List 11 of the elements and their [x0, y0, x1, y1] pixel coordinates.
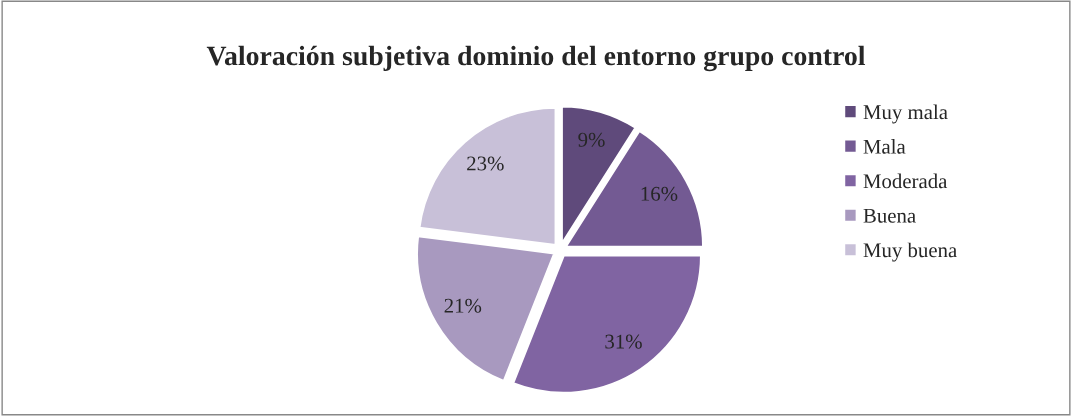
data-label: 31%	[605, 334, 642, 349]
legend-label: Moderada	[863, 173, 948, 189]
legend-label: Muy buena	[863, 242, 957, 262]
data-label: 9%	[578, 132, 605, 147]
legend-label: Mala	[863, 139, 906, 154]
legend-label: Buena	[863, 208, 916, 223]
data-label: 16%	[641, 186, 678, 201]
legend-label: Muy mala	[863, 104, 948, 124]
data-label: 21%	[444, 298, 482, 313]
data-label: 23%	[467, 156, 504, 171]
chart-title: Valoración subjetiva dominio del entorno grupo control	[206, 45, 866, 72]
